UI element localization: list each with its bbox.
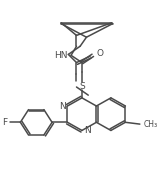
Text: S: S: [79, 82, 85, 91]
Text: N: N: [84, 126, 90, 135]
Text: O: O: [96, 49, 103, 58]
Text: N: N: [59, 101, 66, 110]
Text: CH₃: CH₃: [143, 120, 158, 129]
Text: HN: HN: [54, 51, 67, 60]
Text: F: F: [2, 118, 7, 127]
